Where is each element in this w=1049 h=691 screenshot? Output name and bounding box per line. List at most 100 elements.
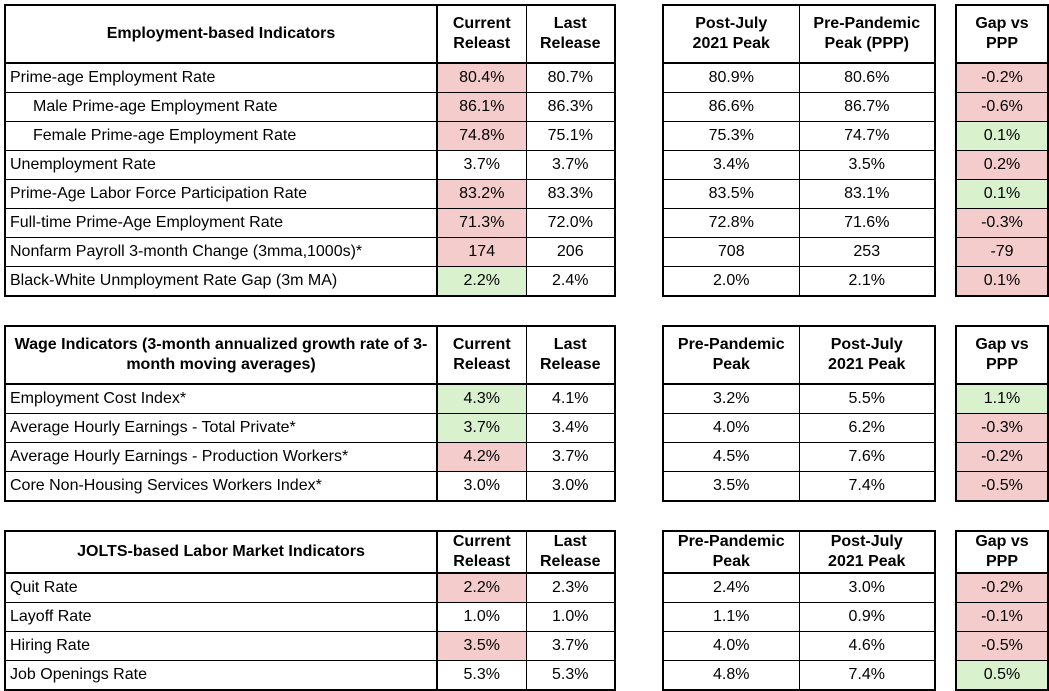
current-release-cell: 1.0% <box>436 602 527 632</box>
gap-vs-ppp-cell: -0.2% <box>955 62 1049 93</box>
indicator-row: Unemployment Rate 3.7% 3.7% <box>4 150 616 180</box>
indicator-label-cell: Average Hourly Earnings - Production Wor… <box>4 442 438 472</box>
peaks-row: 3.4% 3.5% <box>662 150 936 180</box>
header-row: JOLTS-based Labor Market Indicators Curr… <box>4 530 616 574</box>
gap-vs-ppp-cell: -0.5% <box>955 471 1049 502</box>
current-release-header: Current Releast <box>436 4 527 64</box>
last-release-header: Last Release <box>525 325 616 385</box>
current-release-cell: 86.1% <box>436 92 527 122</box>
peak2-cell: 0.9% <box>798 602 936 632</box>
peaks-row: 3.2% 5.5% <box>662 383 936 414</box>
gap-vs-ppp-cell: -0.1% <box>955 602 1049 632</box>
last-release-cell: 3.0% <box>525 471 616 502</box>
peak2-cell: 83.1% <box>798 179 936 209</box>
peak2-header: Post-July 2021 Peak <box>798 325 936 385</box>
peak2-cell: 80.6% <box>798 62 936 93</box>
peak2-header: Post-July 2021 Peak <box>798 530 936 574</box>
last-release-cell: 1.0% <box>525 602 616 632</box>
peak1-cell: 3.5% <box>662 471 800 502</box>
jolts-peaks-table: Pre-Pandemic Peak Post-July 2021 Peak 2.… <box>662 530 936 691</box>
current-release-cell: 3.7% <box>436 413 527 443</box>
peaks-row: 1.1% 0.9% <box>662 602 936 632</box>
gap-row: -0.1% <box>955 602 1049 632</box>
peak2-cell: 7.4% <box>798 660 936 691</box>
peak2-header: Pre-Pandemic Peak (PPP) <box>798 4 936 64</box>
last-release-cell: 83.3% <box>525 179 616 209</box>
indicator-label-cell: Unemployment Rate <box>4 150 438 180</box>
jolts-indicators-section: JOLTS-based Labor Market Indicators Curr… <box>4 530 1049 691</box>
indicator-row: Layoff Rate 1.0% 1.0% <box>4 602 616 632</box>
indicator-row: Nonfarm Payroll 3-month Change (3mma,100… <box>4 237 616 267</box>
current-release-cell: 3.5% <box>436 631 527 661</box>
gap-row: -0.3% <box>955 413 1049 443</box>
peak1-cell: 83.5% <box>662 179 800 209</box>
indicator-label-cell: Core Non-Housing Services Workers Index* <box>4 471 438 502</box>
peak1-cell: 4.0% <box>662 631 800 661</box>
gap-row: 1.1% <box>955 383 1049 414</box>
gap-row: 0.1% <box>955 121 1049 151</box>
indicator-label-cell: Black-White Unmployment Rate Gap (3m MA) <box>4 266 438 297</box>
indicator-row: Full-time Prime-Age Employment Rate 71.3%… <box>4 208 616 238</box>
indicator-label-cell: Hiring Rate <box>4 631 438 661</box>
current-release-cell: 3.7% <box>436 150 527 180</box>
peaks-row: 4.0% 4.6% <box>662 631 936 661</box>
peak1-cell: 4.8% <box>662 660 800 691</box>
gap-vs-ppp-cell: -0.3% <box>955 208 1049 238</box>
current-release-cell: 2.2% <box>436 572 527 603</box>
gap-row: -79 <box>955 237 1049 267</box>
peak2-cell: 2.1% <box>798 266 936 297</box>
header-row: Employment-based Indicators Current Rele… <box>4 4 616 64</box>
peak2-cell: 86.7% <box>798 92 936 122</box>
indicator-label-cell: Nonfarm Payroll 3-month Change (3mma,100… <box>4 237 438 267</box>
last-release-cell: 2.4% <box>525 266 616 297</box>
gap-vs-ppp-cell: 0.5% <box>955 660 1049 691</box>
gap-vs-ppp-cell: 0.1% <box>955 179 1049 209</box>
indicator-label-cell: Layoff Rate <box>4 602 438 632</box>
indicator-label-cell: Male Prime-age Employment Rate <box>4 92 438 122</box>
last-release-header: Last Release <box>525 530 616 574</box>
last-release-cell: 3.7% <box>525 442 616 472</box>
indicator-label-cell: Prime-Age Labor Force Participation Rate <box>4 179 438 209</box>
peaks-row: 86.6% 86.7% <box>662 92 936 122</box>
indicator-label-cell: Employment Cost Index* <box>4 383 438 414</box>
employment-main-table: Employment-based Indicators Current Rele… <box>4 4 616 297</box>
indicator-row: Average Hourly Earnings - Production Wor… <box>4 442 616 472</box>
peaks-row: 83.5% 83.1% <box>662 179 936 209</box>
peak1-cell: 2.4% <box>662 572 800 603</box>
gap-row: -0.2% <box>955 62 1049 93</box>
header-row: Gap vs PPP <box>955 4 1049 64</box>
peak1-cell: 708 <box>662 237 800 267</box>
last-release-cell: 4.1% <box>525 383 616 414</box>
indicator-row: Prime-Age Labor Force Participation Rate… <box>4 179 616 209</box>
last-release-header: Last Release <box>525 4 616 64</box>
last-release-cell: 72.0% <box>525 208 616 238</box>
indicator-label-cell: Female Prime-age Employment Rate <box>4 121 438 151</box>
gap-vs-ppp-cell: -0.3% <box>955 413 1049 443</box>
gap-vs-ppp-cell: -0.5% <box>955 631 1049 661</box>
current-release-cell: 4.3% <box>436 383 527 414</box>
gap-vs-ppp-cell: -0.2% <box>955 442 1049 472</box>
gap-row: -0.3% <box>955 208 1049 238</box>
gap-vs-ppp-header: Gap vs PPP <box>955 325 1049 385</box>
last-release-cell: 2.3% <box>525 572 616 603</box>
gap-vs-ppp-header: Gap vs PPP <box>955 530 1049 574</box>
peak1-header: Post-July 2021 Peak <box>662 4 800 64</box>
employment-gap-table: Gap vs PPP -0.2% -0.6% 0.1% 0.2% 0.1% -0.3% -7… <box>955 4 1049 297</box>
header-row: Gap vs PPP <box>955 530 1049 574</box>
current-release-header: Current Releast <box>436 530 527 574</box>
wage-peaks-table: Pre-Pandemic Peak Post-July 2021 Peak 3.… <box>662 325 936 502</box>
peaks-row: 3.5% 7.4% <box>662 471 936 502</box>
indicator-label-cell: Average Hourly Earnings - Total Private* <box>4 413 438 443</box>
last-release-cell: 3.7% <box>525 150 616 180</box>
peaks-row: 4.5% 7.6% <box>662 442 936 472</box>
peak1-cell: 75.3% <box>662 121 800 151</box>
indicator-label-cell: Job Openings Rate <box>4 660 438 691</box>
peak1-cell: 72.8% <box>662 208 800 238</box>
header-row: Gap vs PPP <box>955 325 1049 385</box>
peak2-cell: 4.6% <box>798 631 936 661</box>
indicator-label-cell: Quit Rate <box>4 572 438 603</box>
last-release-cell: 75.1% <box>525 121 616 151</box>
wage-indicators-section: Wage Indicators (3-month annualized grow… <box>4 325 1049 502</box>
current-release-header: Current Releast <box>436 325 527 385</box>
